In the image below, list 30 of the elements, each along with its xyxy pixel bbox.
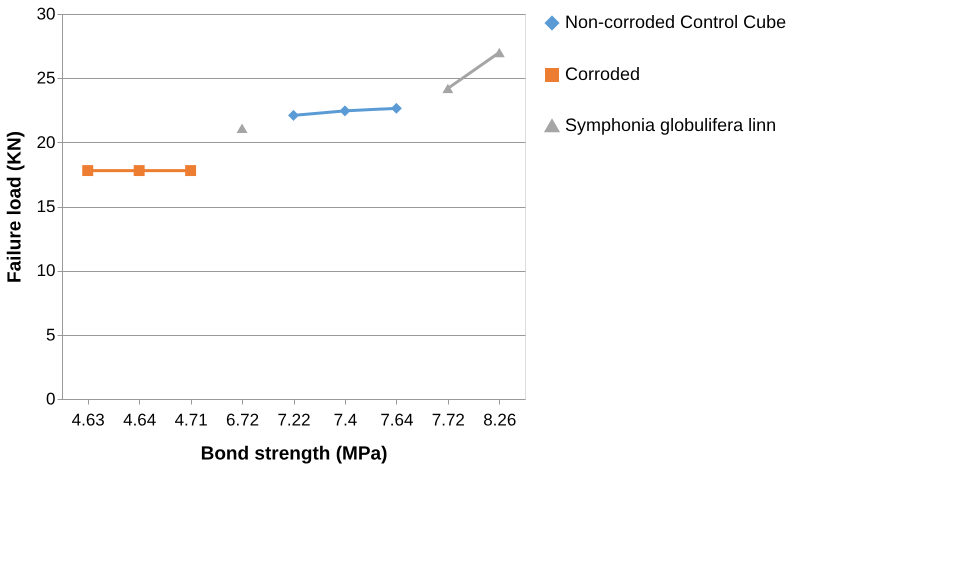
point <box>339 105 350 116</box>
x-tick-label: 7.22 <box>277 410 311 430</box>
point <box>134 165 145 176</box>
x-axis-title: Bond strength (MPa) <box>200 444 388 464</box>
point <box>236 123 248 133</box>
y-tick-label: 10 <box>36 261 56 280</box>
legend-label: Corroded <box>565 64 640 84</box>
y-tick-label: 20 <box>36 132 56 152</box>
point <box>288 110 299 121</box>
x-tick-label: 4.63 <box>72 410 105 430</box>
x-tick-label: 7.64 <box>380 410 414 430</box>
y-tick-label: 15 <box>36 197 56 216</box>
x-tick-label: 6.72 <box>226 410 260 430</box>
y-axis-title: Failure load (KN) <box>4 130 26 284</box>
x-tick-label: 7.72 <box>432 410 465 430</box>
y-tick-label: 30 <box>36 4 56 24</box>
legend-label: Symphonia globulifera linn <box>565 115 776 135</box>
y-tick-label: 5 <box>46 325 56 344</box>
point <box>442 84 454 94</box>
point <box>390 102 402 114</box>
x-tick-label: 7.4 <box>334 410 358 430</box>
y-tick-label: 0 <box>46 390 56 408</box>
x-tick-label: 4.71 <box>174 410 208 430</box>
y-tick-label: 25 <box>36 68 56 88</box>
point <box>82 165 94 176</box>
point <box>494 48 505 58</box>
x-tick-label: 4.64 <box>123 410 156 430</box>
x-tick-label: 8.26 <box>483 410 516 430</box>
legend-label: Non-corroded Control Cube <box>565 12 786 32</box>
point <box>185 165 196 176</box>
